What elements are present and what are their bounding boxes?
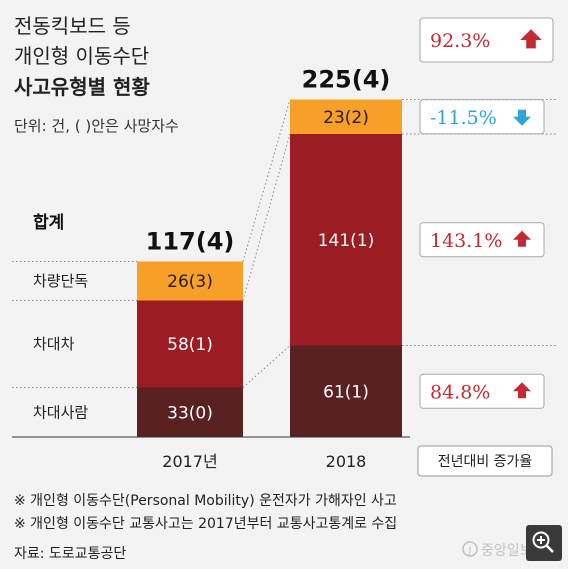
total-label-0: 117(4) <box>146 228 235 256</box>
arrow-up-icon-차대차 <box>513 230 531 247</box>
connector-2 <box>242 345 291 388</box>
bar-label-차대차-0: 58(1) <box>167 335 213 355</box>
title-line-2: 개인형 이동수단 <box>14 44 149 68</box>
row-label-차대사람: 차대사람 <box>33 403 88 421</box>
change-value-차대사람: 84.8% <box>430 381 490 403</box>
bar-label-차대사람-0: 33(0) <box>167 403 213 423</box>
change-legend-box <box>417 445 553 477</box>
connector-0 <box>242 99 291 262</box>
watermark-text: 중앙일보 <box>481 543 533 559</box>
change-box-차대사람 <box>419 373 545 409</box>
change-value-차량단독: -11.5% <box>430 107 497 129</box>
title-line-3: 사고유형별 현황 <box>14 75 150 99</box>
footnote-1: ※ 개인형 이동수단(Personal Mobility) 운전자가 가해자인 … <box>14 493 397 509</box>
row-label-차량단독: 차량단독 <box>33 272 88 290</box>
magnifier-icon <box>532 531 550 549</box>
x-label-0: 2017년 <box>162 452 217 471</box>
bar-차량단독-1 <box>290 99 402 134</box>
change-box-합계 <box>419 17 554 63</box>
bar-label-차량단독-0: 26(3) <box>167 272 213 292</box>
change-box-차량단독 <box>419 99 545 135</box>
arrow-up-icon-합계 <box>520 29 542 49</box>
total-row-label: 합계 <box>33 212 64 233</box>
arrow-up-icon-차대사람 <box>513 382 531 399</box>
bar-label-차량단독-1: 23(2) <box>323 108 369 128</box>
zoom-button[interactable] <box>526 525 562 561</box>
bar-차량단독-0 <box>137 261 243 301</box>
bar-label-차대차-1: 141(1) <box>318 231 375 251</box>
change-box-차대차 <box>419 222 545 258</box>
x-label-1: 2018 <box>326 452 367 471</box>
total-label-1: 225(4) <box>302 66 391 94</box>
arrow-down-icon-차량단독 <box>513 109 531 126</box>
change-legend: 전년대비 증가율 <box>438 454 533 470</box>
bar-label-차대사람-1: 61(1) <box>323 382 369 402</box>
watermark-logo: J 중앙일보 <box>462 541 533 559</box>
row-label-차대차: 차대차 <box>33 335 75 353</box>
bar-차대차-1 <box>290 134 402 346</box>
connector-1 <box>242 133 291 301</box>
change-value-차대차: 143.1% <box>430 230 502 252</box>
title-line-1: 전동킥보드 등 <box>14 14 131 38</box>
unit-note: 단위: 건, ( )안은 사망자수 <box>14 117 179 135</box>
bar-차대사람-1 <box>290 345 402 437</box>
svg-text:J: J <box>468 546 472 556</box>
bar-차대차-0 <box>137 300 243 388</box>
source: 자료: 도로교통공단 <box>14 546 126 562</box>
footnote-2: ※ 개인형 이동수단 교통사고는 2017년부터 교통사고통계로 수집 <box>14 516 397 532</box>
bar-차대사람-0 <box>137 387 243 437</box>
change-value-합계: 92.3% <box>430 30 490 52</box>
